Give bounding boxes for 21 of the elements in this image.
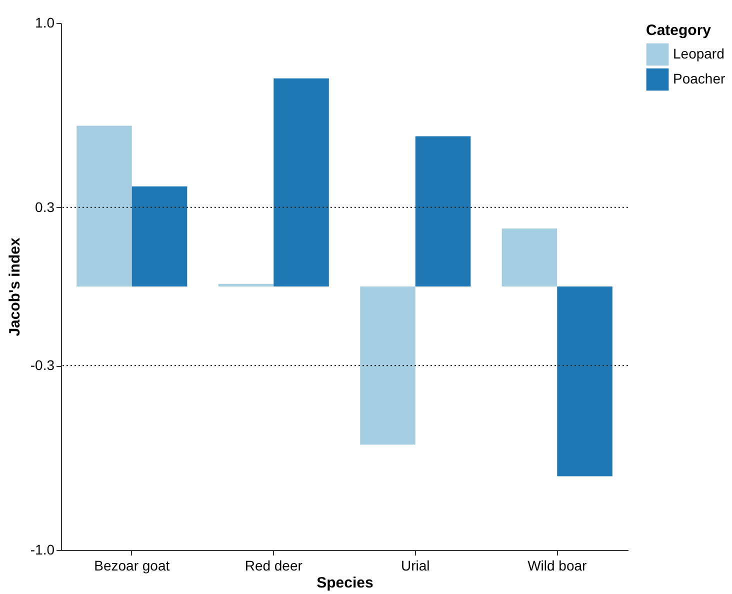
y-tick-label: -1.0 [30,542,55,558]
bar [415,136,471,286]
x-tick-label: Wild boar [528,558,588,574]
y-axis-title: Jacob's index [6,237,24,336]
legend-title: Category [646,22,712,39]
y-tick-label: 0.3 [35,198,55,215]
bar [360,286,416,445]
bar [557,286,612,476]
x-tick-label: Red deer [244,558,303,574]
y-tick-label: -0.3 [30,357,55,374]
y-tick-label: 1.0 [35,14,55,30]
bar [132,186,188,286]
bar [76,126,132,286]
x-tick-label: Bezoar goat [94,558,170,574]
bar [218,284,274,286]
bar [274,78,329,286]
legend-label: Leopard [673,46,724,62]
x-axis-title: Species [316,574,374,592]
x-tick-label: Urial [400,558,430,574]
bar [502,228,558,286]
legend-label: Poacher [673,70,726,86]
